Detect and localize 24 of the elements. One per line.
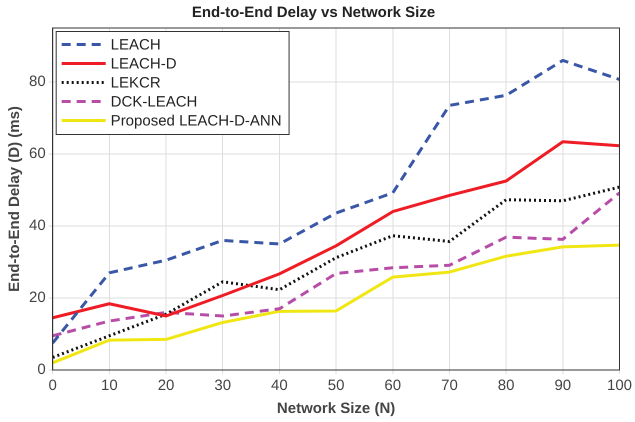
x-tick-label: 40 [271, 377, 288, 394]
x-tick-label: 20 [158, 377, 174, 394]
y-tick-label: 60 [28, 145, 46, 162]
x-tick-label: 60 [384, 377, 402, 394]
legend-label: Proposed LEACH-D-ANN [110, 112, 282, 130]
y-tick-label: 20 [28, 289, 46, 306]
legend-label: DCK-LEACH [110, 94, 198, 111]
x-axis-title: Network Size (N) [276, 400, 396, 418]
x-tick-label: 100 [606, 377, 632, 394]
y-tick-label: 0 [37, 361, 46, 378]
legend-label: LEKCR [110, 74, 161, 92]
x-tick-label: 0 [48, 377, 57, 394]
legend-label: LEACH [110, 36, 161, 54]
x-tick-label: 50 [328, 377, 344, 394]
x-tick-label: 90 [554, 377, 572, 394]
x-tick-label: 80 [498, 377, 514, 394]
chart-title: End-to-End Delay vs Network Size [192, 4, 436, 22]
x-tick-label: 30 [214, 377, 232, 394]
legend-label: LEACH-D [110, 56, 177, 73]
y-tick-label: 80 [28, 73, 46, 90]
y-axis-title: End-to-End Delay (D) (ms) [6, 106, 24, 292]
y-tick-label: 40 [28, 217, 46, 234]
x-tick-label: 10 [101, 377, 118, 394]
x-tick-label: 70 [441, 377, 458, 394]
